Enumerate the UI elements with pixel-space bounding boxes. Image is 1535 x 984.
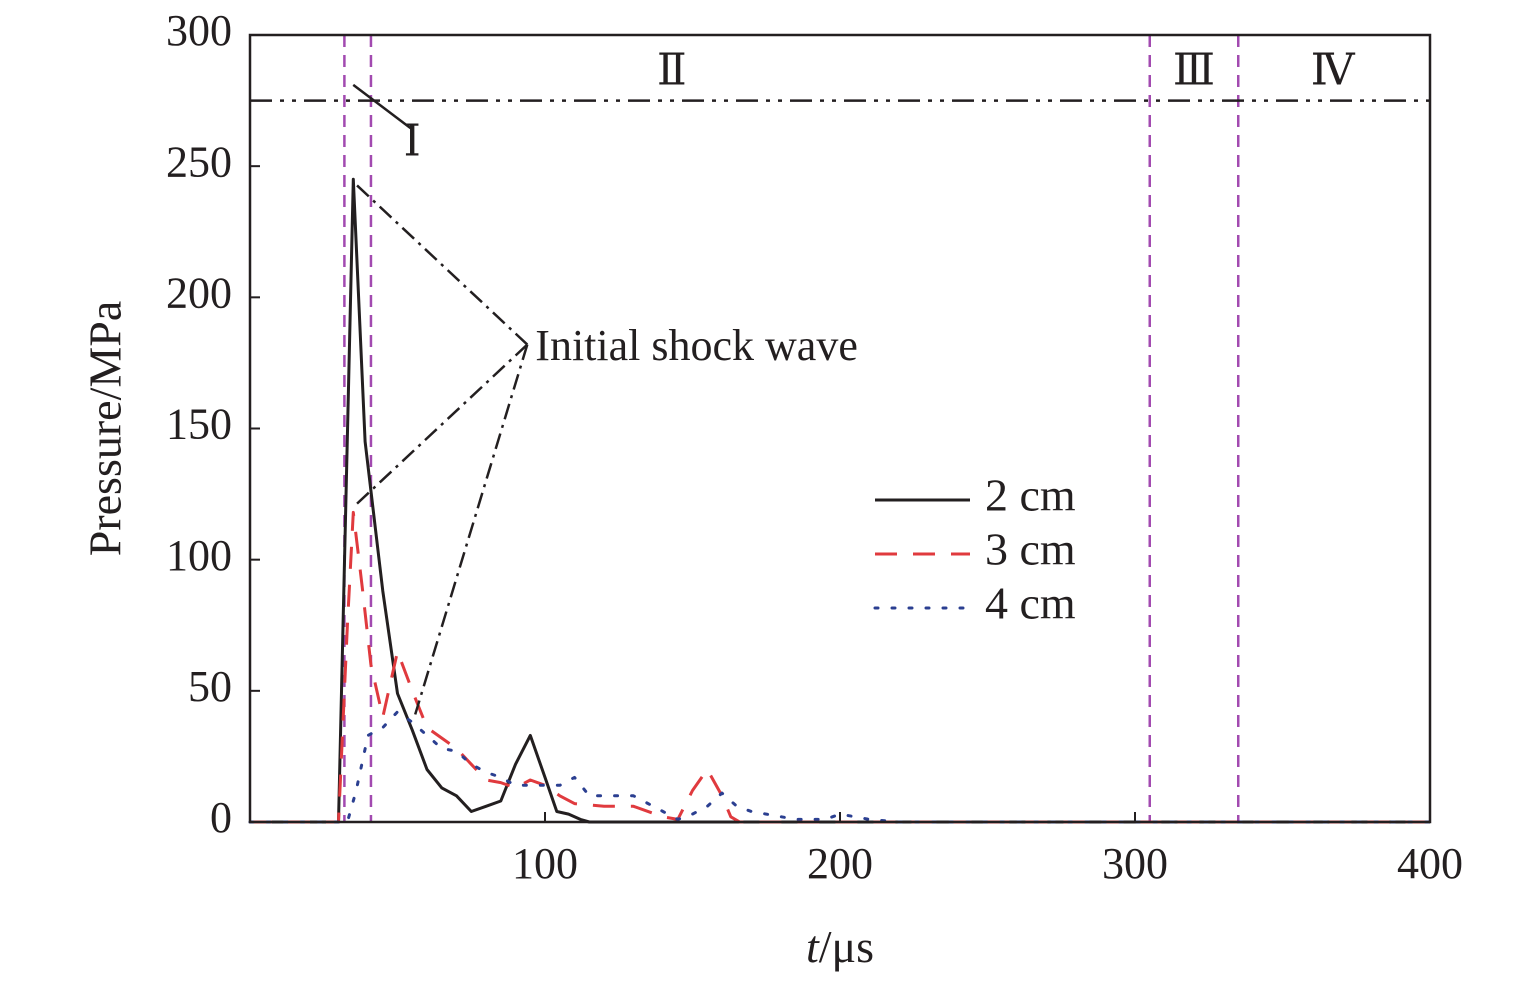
y-tick-label: 250 — [166, 137, 232, 186]
y-tick-label: 100 — [166, 531, 232, 580]
region-boundaries — [250, 35, 1430, 822]
series-line-4-cm — [248, 710, 1432, 824]
x-tick-label: 200 — [807, 839, 873, 888]
y-tick-label: 200 — [166, 268, 232, 317]
x-axis-label-variable: t — [806, 921, 820, 972]
legend-label: 2 cm — [985, 470, 1076, 521]
x-tick-label: 100 — [512, 839, 578, 888]
annotation-label: Initial shock wave — [535, 321, 858, 370]
legend-label: 3 cm — [985, 524, 1076, 575]
annotation-leader-line — [352, 343, 529, 509]
region-label-1: Ⅰ — [404, 116, 421, 165]
x-axis-label-unit: /μs — [819, 921, 874, 972]
axis-ticks: 0 50 100 150 200 250 300 100 200 300 400 — [166, 6, 1463, 888]
series-line-3-cm — [250, 510, 1430, 824]
region-I-leader — [352, 83, 414, 131]
y-tick-label: 300 — [166, 6, 232, 55]
region-label-3: Ⅲ — [1173, 45, 1215, 94]
series-layer — [248, 177, 1432, 824]
series-line-2-cm — [250, 177, 1430, 824]
x-tick-label: 300 — [1102, 839, 1168, 888]
region-label-4: Ⅳ — [1311, 45, 1356, 94]
legend-label: 4 cm — [985, 578, 1076, 629]
plot-frame — [248, 33, 1432, 824]
x-axis-label: t/μs — [806, 921, 874, 972]
legend: 2 cm3 cm4 cm — [873, 470, 1076, 629]
region-label-2: Ⅱ — [657, 45, 687, 94]
annotation-leader-line — [352, 180, 529, 346]
y-axis-label: Pressure/MPa — [80, 301, 131, 557]
x-tick-label: 400 — [1397, 839, 1463, 888]
annotation-leader-line — [414, 344, 529, 715]
annotations: Initial shock wave Ⅰ Ⅱ Ⅲ Ⅳ — [352, 45, 1356, 715]
y-tick-label: 50 — [188, 662, 232, 711]
y-tick-label: 0 — [210, 793, 232, 842]
y-tick-label: 150 — [166, 400, 232, 449]
